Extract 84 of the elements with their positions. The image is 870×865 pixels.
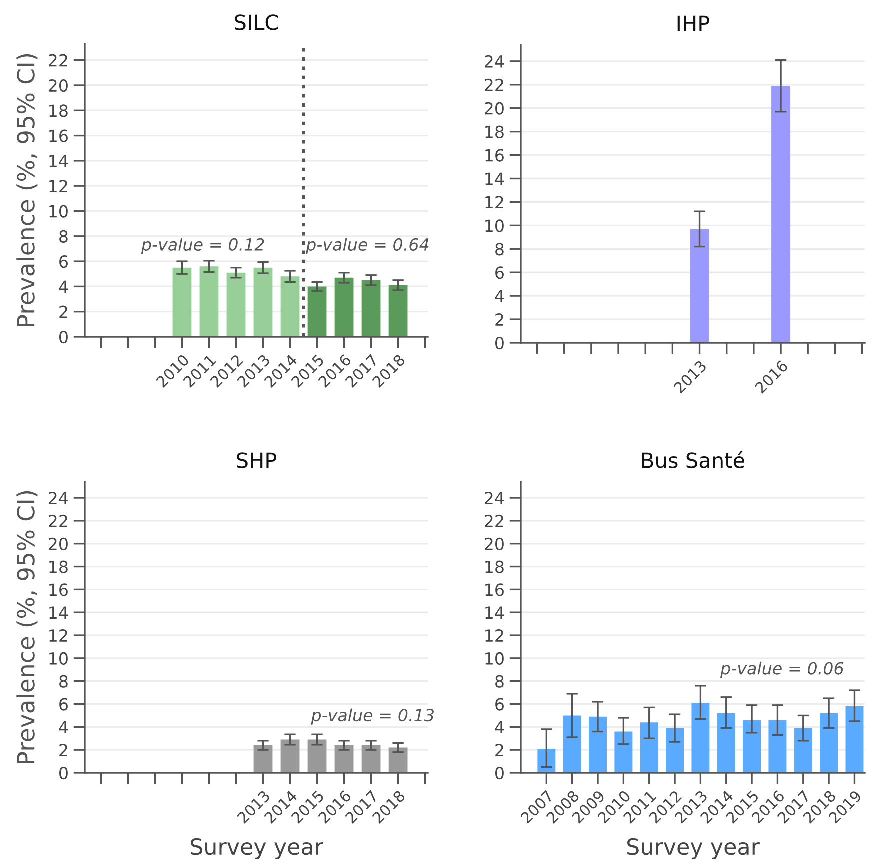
bar	[334, 278, 354, 337]
bar	[172, 268, 192, 337]
y-tick-label: 8	[60, 230, 68, 243]
bar	[794, 728, 812, 773]
bar	[589, 716, 607, 773]
y-tick-label: 18	[50, 560, 68, 574]
bar	[820, 713, 838, 773]
y-tick-label: 18	[486, 126, 504, 138]
chart-title: SILC	[235, 14, 278, 30]
y-tick-label: 2	[496, 744, 504, 756]
y-tick-label: 12	[50, 180, 68, 192]
bar	[226, 272, 246, 337]
y-tick-label: 12	[486, 196, 504, 209]
annotation: p-value = 0.13	[311, 708, 434, 725]
y-tick-label: 22	[485, 514, 504, 528]
bar	[666, 728, 684, 773]
y-tick-label: 6	[60, 698, 68, 711]
y-tick-label: 16	[486, 149, 504, 162]
bar	[768, 720, 787, 773]
y-tick-label: 4	[59, 280, 68, 294]
y-axis-title: Prevalence (%, 95% CI)	[16, 54, 38, 326]
y-tick-label: 0	[60, 330, 68, 344]
bar	[200, 266, 219, 337]
annotation: p-value = 0.12	[141, 238, 264, 254]
y-tick-label: 14	[486, 606, 504, 619]
bar	[280, 276, 300, 337]
y-tick-label: 22	[49, 514, 68, 528]
y-tick-label: 14	[50, 606, 68, 619]
bar	[362, 280, 381, 337]
y-tick-label: 2	[496, 314, 504, 326]
y-tick-label: 10	[486, 652, 504, 665]
y-tick-label: 0	[496, 766, 504, 780]
y-tick-label: 20	[49, 79, 68, 92]
y-tick-label: 6	[496, 266, 504, 280]
y-tick-label: 8	[60, 675, 68, 688]
annotation: p-value = 0.06	[720, 662, 844, 678]
y-tick-label: 8	[496, 243, 504, 256]
y-tick-label: 16	[50, 130, 68, 142]
bar	[308, 286, 327, 337]
chart-title: Bus Santé	[642, 451, 744, 468]
y-tick-label: 4	[495, 290, 504, 302]
bar	[614, 732, 633, 773]
bar	[563, 716, 582, 773]
y-tick-label: 24	[485, 55, 504, 68]
y-tick-label: 12	[50, 629, 68, 642]
y-tick-label: 12	[486, 629, 504, 642]
y-tick-label: 10	[50, 652, 68, 665]
y-tick-label: 24	[49, 492, 68, 504]
y-tick-label: 6	[60, 256, 68, 268]
bar	[640, 722, 658, 773]
y-tick-label: 20	[485, 102, 504, 115]
y-tick-label: 10	[486, 220, 504, 232]
y-tick-label: 0	[60, 766, 68, 780]
bar	[388, 285, 408, 337]
chart-title: IHP	[678, 16, 710, 32]
bar	[717, 713, 736, 773]
bar	[846, 706, 864, 773]
y-tick-label: 14	[50, 155, 68, 168]
bar	[254, 268, 273, 337]
bar	[743, 720, 762, 773]
chart-title: SHP	[237, 452, 277, 468]
y-tick-label: 2	[60, 744, 68, 756]
y-tick-label: 0	[496, 336, 504, 350]
y-tick-label: 22	[49, 54, 68, 67]
x-axis-title: Survey year	[627, 838, 760, 860]
y-tick-label: 10	[50, 205, 68, 218]
y-tick-label: 14	[486, 172, 504, 186]
y-tick-label: 18	[486, 560, 504, 574]
y-tick-label: 18	[50, 104, 68, 118]
y-tick-label: 4	[495, 721, 504, 734]
y-axis-title: Prevalence (%, 95% CI)	[16, 491, 38, 764]
y-tick-label: 20	[49, 538, 68, 550]
annotation: p-value = 0.64	[306, 238, 429, 254]
y-tick-label: 8	[496, 675, 504, 688]
y-tick-label: 16	[50, 584, 68, 596]
y-tick-label: 4	[59, 721, 68, 734]
y-tick-label: 22	[485, 78, 504, 92]
y-tick-label: 24	[485, 492, 504, 504]
y-tick-label: 20	[485, 538, 504, 550]
y-tick-label: 16	[486, 584, 504, 596]
y-tick-label: 6	[496, 698, 504, 711]
x-axis-title: Survey year	[190, 838, 324, 860]
y-tick-label: 2	[60, 306, 68, 318]
bar	[692, 703, 710, 773]
